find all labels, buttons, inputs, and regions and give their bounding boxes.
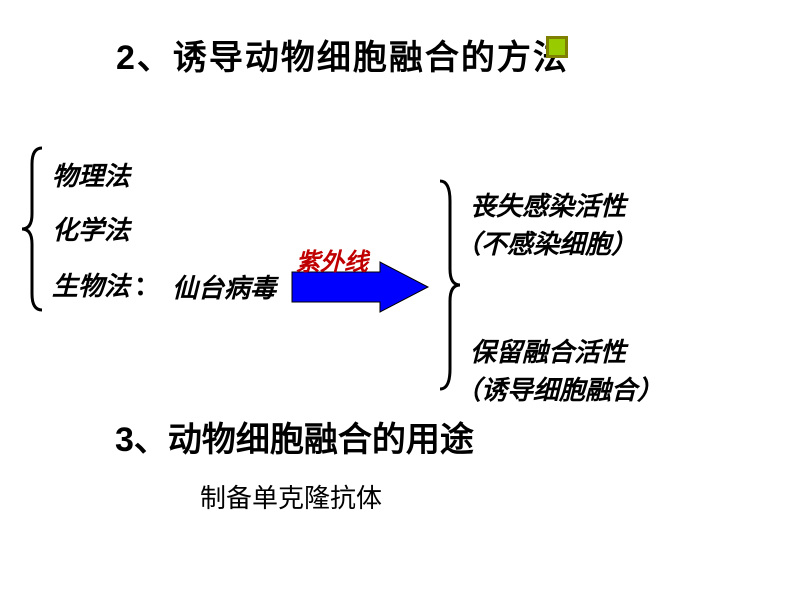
heading2-number: 3 (115, 421, 134, 459)
result-lose-infection: 丧失感染活性 (470, 186, 626, 223)
method-bio-text: 生物法 (52, 272, 130, 301)
heading-methods: 2、诱导动物细胞融合的方法 (116, 30, 569, 79)
virus-label: 仙台病毒 (172, 268, 276, 305)
heading2-sep: 、 (134, 421, 168, 459)
left-brace-icon (16, 144, 48, 314)
heading-text: 诱导动物细胞融合的方法 (173, 39, 569, 77)
uv-label: 紫外线 (296, 242, 368, 277)
method-chemical: 化学法 (52, 210, 130, 247)
usage-text: 制备单克隆抗体 (200, 478, 382, 515)
method-physical: 物理法 (52, 156, 130, 193)
result-lose-infection-sub: （不感染细胞） (455, 224, 637, 261)
heading2-text: 动物细胞融合的用途 (168, 421, 474, 459)
method-colon: ： (134, 272, 160, 301)
decor-square-icon (546, 36, 568, 58)
result-keep-fusion-sub: （诱导细胞融合） (455, 370, 663, 407)
heading-sep: 、 (137, 39, 173, 77)
right-brace-icon (434, 175, 464, 395)
heading-number: 2 (116, 39, 137, 77)
result-keep-fusion: 保留融合活性 (470, 332, 626, 369)
method-biological: 生物法： (52, 266, 160, 303)
heading-usage: 3、动物细胞融合的用途 (115, 412, 474, 461)
